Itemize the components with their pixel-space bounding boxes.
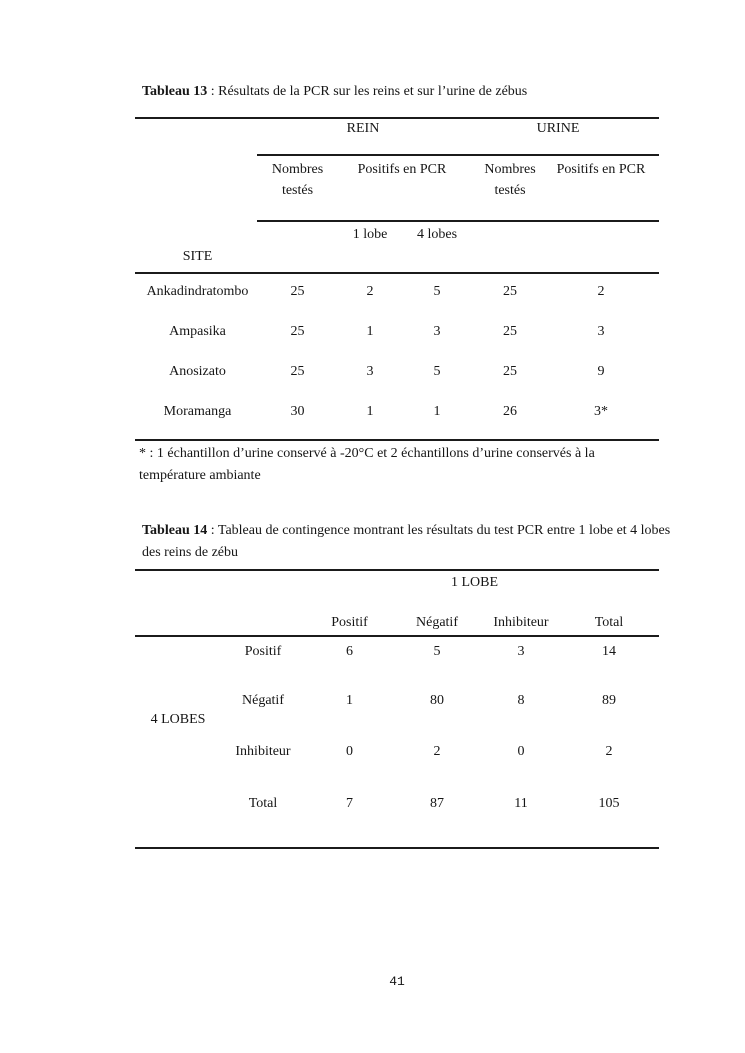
value-cell: 26: [503, 404, 517, 419]
table13-caption-label: Tableau 13: [142, 84, 208, 99]
table13-header-urine-positive: Positifs en PCR: [556, 162, 646, 177]
table14-header-negatif: Négatif: [416, 615, 458, 630]
value-cell: 3: [597, 324, 605, 339]
value-cell: 25: [503, 284, 517, 299]
value-cell: 1: [366, 404, 374, 419]
value-cell: 5: [433, 364, 441, 379]
row-label-cell: Total: [248, 796, 278, 811]
table13-header-rein-tested: Nombres testés: [271, 162, 324, 198]
value-cell: 5: [433, 284, 441, 299]
site-cell: Anosizato: [169, 364, 226, 379]
value-cell: 89: [602, 693, 616, 708]
value-cell: 14: [602, 644, 616, 659]
table13-rule-top: [135, 117, 659, 119]
value-cell: 105: [598, 796, 620, 811]
value-cell: 7: [346, 796, 353, 811]
value-cell: 6: [346, 644, 353, 659]
table14-header-inhibiteur: Inhibiteur: [493, 615, 549, 630]
value-cell: 2: [597, 284, 605, 299]
site-cell: Moramanga: [163, 404, 232, 419]
table13-header-lobe1: 1 lobe: [352, 227, 388, 242]
table13-rule-bottom: [135, 439, 659, 441]
row-label-cell: Positif: [244, 644, 282, 659]
table13-rule-subhead: [257, 154, 659, 156]
row-label-cell: Négatif: [242, 693, 284, 708]
table14-header-positif: Positif: [331, 615, 368, 630]
value-cell: 87: [430, 796, 444, 811]
table14-rule-top: [135, 569, 659, 571]
table13-caption: Tableau 13 : Résultats de la PCR sur les…: [142, 81, 702, 103]
table14-caption-text: : Tableau de contingence montrant les ré…: [142, 523, 671, 560]
table14-header-row-group: 4 LOBES: [150, 712, 206, 727]
value-cell: 11: [514, 796, 528, 811]
site-cell: Ampasika: [169, 324, 226, 339]
value-cell: 25: [290, 324, 305, 339]
table14-caption: Tableau 14 : Tableau de contingence mont…: [142, 520, 687, 564]
value-cell: 0: [517, 744, 525, 759]
value-cell: 0: [346, 744, 353, 759]
value-cell: 80: [430, 693, 444, 708]
value-cell: 25: [290, 364, 305, 379]
table14-header-col-group: 1 LOBE: [450, 575, 499, 590]
table13-header-site: SITE: [182, 249, 213, 264]
table13-header-rein: REIN: [346, 121, 380, 136]
table13-header-urine: URINE: [536, 121, 580, 136]
table13-rule-lobes: [257, 220, 659, 222]
value-cell: 30: [290, 404, 305, 419]
table13-header-rein-positive: Positifs en PCR: [357, 162, 447, 177]
value-cell: 2: [366, 284, 374, 299]
row-label-cell: Inhibiteur: [235, 744, 291, 759]
table14-caption-label: Tableau 14: [142, 523, 208, 538]
page-number: 41: [389, 974, 405, 989]
value-cell: 1: [433, 404, 441, 419]
table13-header-urine-tested: Nombres testés: [484, 162, 536, 198]
value-cell: 5: [433, 644, 441, 659]
value-cell: 1: [346, 693, 353, 708]
value-cell: 3*: [594, 404, 608, 419]
value-cell: 2: [605, 744, 613, 759]
value-cell: 25: [503, 324, 517, 339]
table13-caption-text: : Résultats de la PCR sur les reins et s…: [207, 84, 528, 99]
value-cell: 3: [366, 364, 374, 379]
value-cell: 9: [597, 364, 605, 379]
value-cell: 2: [433, 744, 441, 759]
table14-rule-bottom: [135, 847, 659, 849]
site-cell: Ankadindratombo: [146, 284, 249, 299]
value-cell: 3: [517, 644, 525, 659]
value-cell: 25: [503, 364, 517, 379]
value-cell: 25: [290, 284, 305, 299]
value-cell: 1: [366, 324, 374, 339]
table13-rule-head-bottom: [135, 272, 659, 274]
value-cell: 8: [517, 693, 525, 708]
value-cell: 3: [433, 324, 441, 339]
table13-footnote: * : 1 échantillon d’urine conservé à -20…: [139, 446, 595, 483]
table14-header-total: Total: [594, 615, 624, 630]
table14-rule-head-bottom: [135, 635, 659, 637]
table13-header-lobe4: 4 lobes: [416, 227, 458, 242]
